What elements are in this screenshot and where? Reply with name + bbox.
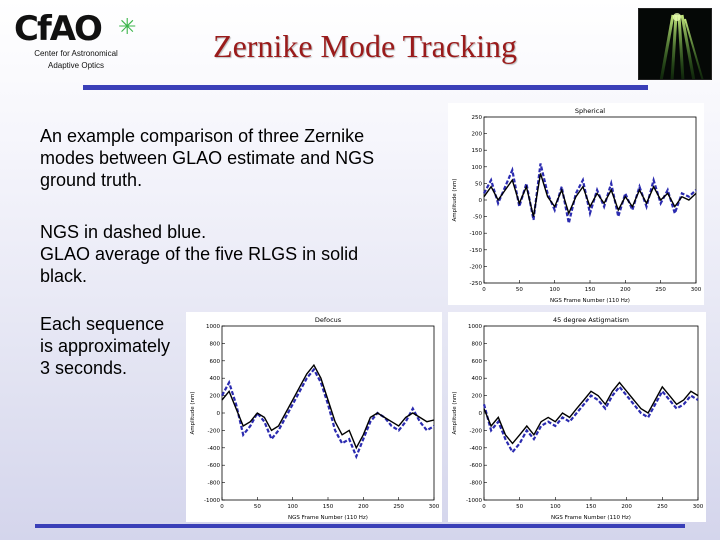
title-divider xyxy=(83,85,648,90)
y-tick-label: -800 xyxy=(470,481,483,487)
cfao-logo: CfAO ✳ Center for Astronomical Adaptive … xyxy=(14,12,144,72)
y-tick-label: -100 xyxy=(470,231,483,237)
x-tick-label: 100 xyxy=(287,504,298,510)
y-tick-label: -50 xyxy=(473,215,482,221)
y-tick-label: -600 xyxy=(470,463,483,469)
x-tick-label: 0 xyxy=(220,504,224,510)
series-glao-line xyxy=(483,173,697,217)
series-ngs-line xyxy=(483,163,697,224)
footer-divider xyxy=(35,524,685,528)
chart-title: Spherical xyxy=(575,107,605,115)
x-tick-label: 200 xyxy=(620,287,631,293)
y-tick-label: 150 xyxy=(472,148,483,154)
x-tick-label: 300 xyxy=(693,504,704,510)
y-tick-label: -200 xyxy=(470,264,483,270)
astigmatism-chart-svg: 45 degree Astigmatism 0 50 100 150 200 250 300 -… xyxy=(452,316,704,521)
y-axis-label: Amplitude (nm) xyxy=(452,178,458,221)
series-glao-line xyxy=(221,363,435,450)
description-paragraph: An example comparison of three Zernike m… xyxy=(40,126,375,190)
legend-description: NGS in dashed blue. GLAO average of the … xyxy=(40,221,410,287)
ngs-description: NGS in dashed blue. xyxy=(40,222,207,242)
astigmatism-chart: 45 degree Astigmatism 0 50 100 150 200 250 300 -… xyxy=(448,312,706,522)
x-axis-label: NGS Frame Number (110 Hz) xyxy=(550,298,630,304)
x-tick-label: 100 xyxy=(550,504,561,510)
y-tick-label: 1000 xyxy=(468,324,482,330)
defocus-chart: Defocus 0 50 100 150 200 250 300 -1000 -800 -600 -4… xyxy=(186,312,442,522)
x-tick-label: 300 xyxy=(429,504,440,510)
y-tick-label: 800 xyxy=(210,341,221,347)
y-tick-label: 1000 xyxy=(206,324,220,330)
y-tick-label: 400 xyxy=(210,376,221,382)
x-tick-label: 0 xyxy=(482,287,486,293)
x-tick-label: 50 xyxy=(254,504,261,510)
y-tick-label: 200 xyxy=(472,394,483,400)
y-tick-label: -150 xyxy=(470,248,483,254)
plot-frame xyxy=(483,116,697,284)
x-axis-label: NGS Frame Number (110 Hz) xyxy=(551,515,631,521)
x-tick-label: 50 xyxy=(516,504,523,510)
x-tick-label: 150 xyxy=(323,504,334,510)
laser-beams-picture xyxy=(639,9,711,79)
chart-0-group: Spherical 0 50 100 150 200 250 300 -250 -200 -150 -… xyxy=(452,107,702,304)
y-tick-label: -1000 xyxy=(466,498,482,504)
y-tick-label: -200 xyxy=(208,428,221,434)
x-tick-label: 0 xyxy=(482,504,486,510)
plot-frame xyxy=(483,325,699,501)
defocus-chart-svg: Defocus 0 50 100 150 200 250 300 -1000 -800 -600 -4… xyxy=(190,316,440,521)
x-tick-label: 150 xyxy=(586,504,597,510)
chart-title: Defocus xyxy=(315,316,342,324)
y-axis-label: Amplitude (nm) xyxy=(190,391,196,434)
y-tick-label: 0 xyxy=(479,198,483,204)
y-tick-label: 800 xyxy=(472,341,483,347)
x-axis-label: NGS Frame Number (110 Hz) xyxy=(288,515,368,521)
logo-subtitle-line2: Adaptive Optics xyxy=(47,61,105,70)
spherical-chart-svg: Spherical 0 50 100 150 200 250 300 -250 -200 -150 -… xyxy=(452,107,702,304)
y-tick-label: 100 xyxy=(472,165,483,171)
y-tick-label: 400 xyxy=(472,376,483,382)
y-tick-label: -600 xyxy=(208,463,221,469)
y-tick-label: 50 xyxy=(475,181,482,187)
plot-frame xyxy=(221,325,435,501)
y-tick-label: -1000 xyxy=(204,498,220,504)
x-tick-label: 200 xyxy=(621,504,632,510)
x-tick-label: 100 xyxy=(549,287,560,293)
x-tick-label: 250 xyxy=(655,287,666,293)
chart-1-group: Defocus 0 50 100 150 200 250 300 -1000 -800 -600 -4… xyxy=(190,316,440,521)
y-tick-label: -250 xyxy=(470,281,483,287)
chart-2-group: 45 degree Astigmatism 0 50 100 150 200 250 300 -… xyxy=(452,316,704,521)
x-tick-label: 200 xyxy=(358,504,369,510)
x-tick-label: 250 xyxy=(393,504,404,510)
logo-subtitle: Center for Astronomical Adaptive Optics xyxy=(26,48,126,72)
x-tick-label: 150 xyxy=(585,287,596,293)
y-tick-label: 200 xyxy=(210,394,221,400)
logo-subtitle-line1: Center for Astronomical xyxy=(34,49,118,58)
y-tick-label: 250 xyxy=(472,115,483,121)
x-tick-label: 250 xyxy=(657,504,668,510)
y-tick-label: 0 xyxy=(479,411,483,417)
series-ngs-line xyxy=(221,367,435,460)
y-tick-label: 600 xyxy=(210,359,221,365)
y-tick-label: -400 xyxy=(470,446,483,452)
y-tick-label: -400 xyxy=(208,446,221,452)
x-tick-label: 300 xyxy=(691,287,702,293)
logo-text: CfAO xyxy=(14,9,103,49)
duration-note: Each sequence is approximately 3 seconds… xyxy=(40,314,171,378)
y-tick-label: 200 xyxy=(472,132,483,138)
y-tick-label: 600 xyxy=(472,359,483,365)
logo-star-icon: ✳ xyxy=(118,14,137,39)
x-tick-label: 50 xyxy=(516,287,523,293)
chart-title: 45 degree Astigmatism xyxy=(553,316,629,324)
series-ngs-line xyxy=(482,385,699,455)
glao-description: GLAO average of the five RLGS in solid b… xyxy=(40,244,359,286)
laser-guide-star-image xyxy=(638,8,712,80)
series-glao-line xyxy=(483,381,699,445)
y-axis-label: Amplitude (nm) xyxy=(452,391,458,434)
spherical-chart: Spherical 0 50 100 150 200 250 300 -250 -200 -150 -… xyxy=(448,103,704,305)
y-tick-label: -800 xyxy=(208,481,221,487)
y-tick-label: -200 xyxy=(470,428,483,434)
slide-title: Zernike Mode Tracking xyxy=(213,28,517,64)
y-tick-label: 0 xyxy=(217,411,221,417)
